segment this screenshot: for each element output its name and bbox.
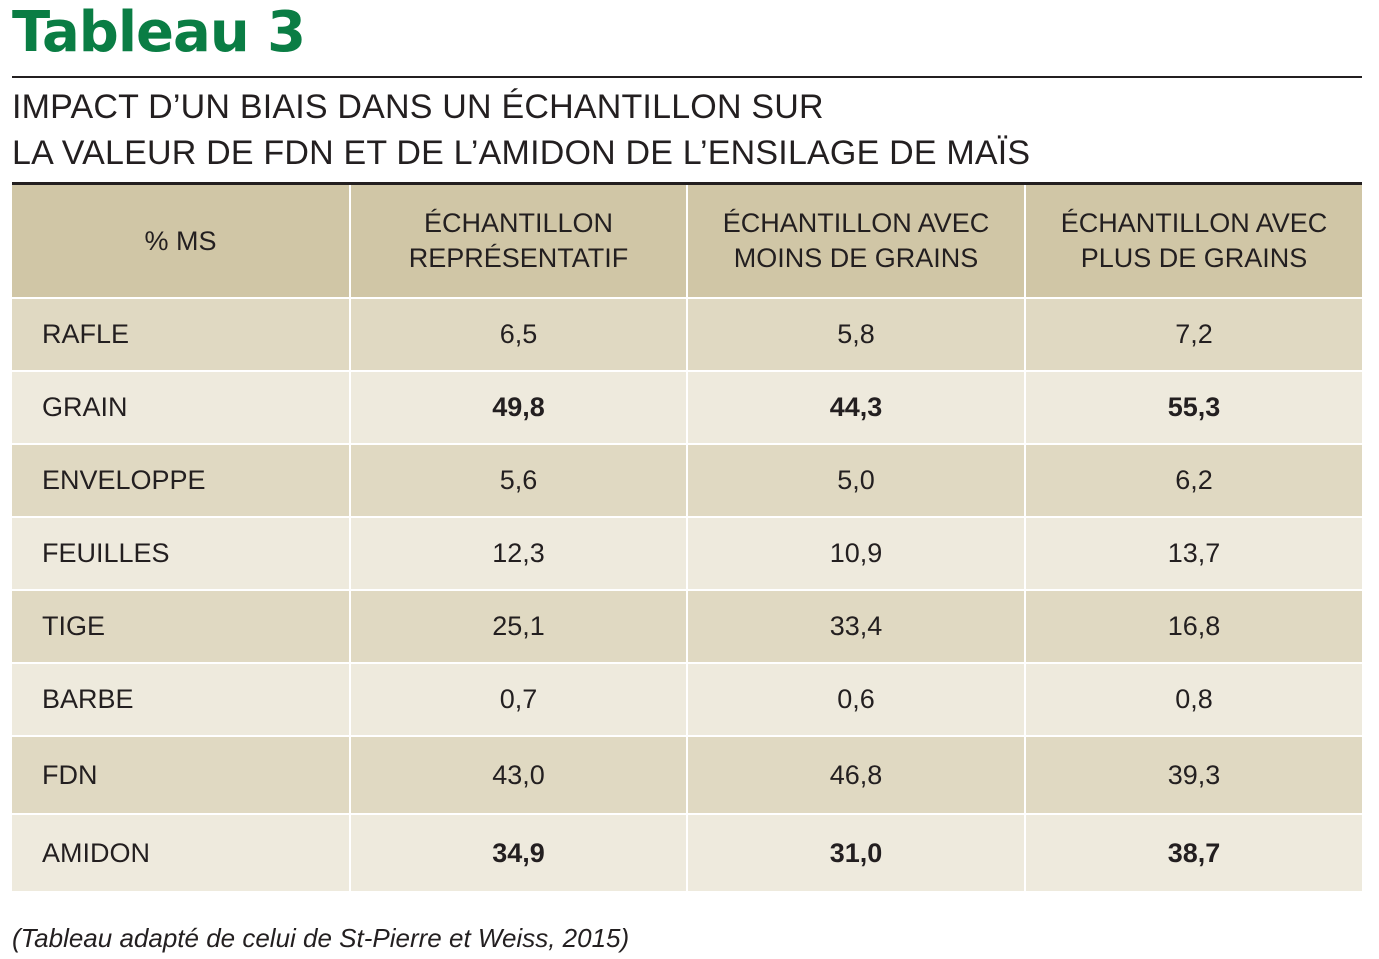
table-cell: 5,6 [349,443,688,518]
table-cell: 6,5 [349,297,688,372]
subtitle-line-2: LA VALEUR DE FDN ET DE L’AMIDON DE L’ENS… [12,134,1031,172]
table-cell: 33,4 [686,589,1026,664]
table-cell: 0,8 [1024,662,1362,737]
header-line: ÉCHANTILLON [423,208,614,238]
table-cell: 6,2 [1024,443,1362,518]
table-cell: 46,8 [686,735,1026,815]
table-row: ENVELOPPE 5,6 5,0 6,2 [12,443,1362,518]
table-cell: 44,3 [686,370,1026,445]
table-cell: 12,3 [349,516,688,591]
table-cell: 31,0 [686,813,1026,891]
table-row: FDN 43,0 46,8 39,3 [12,735,1362,815]
table-cell: 38,7 [1024,813,1362,891]
table-row: BARBE 0,7 0,6 0,8 [12,662,1362,737]
table-cell: 16,8 [1024,589,1362,664]
row-label: AMIDON [12,813,351,891]
table-cell: 5,8 [686,297,1026,372]
header-line: ÉCHANTILLON AVEC [722,208,990,238]
subtitle-line-1: IMPACT D’UN BIAIS DANS UN ÉCHANTILLON SU… [12,88,824,126]
table-cell: 13,7 [1024,516,1362,591]
header-ms-label: % MS [144,225,217,256]
table-row: FEUILLES 12,3 10,9 13,7 [12,516,1362,591]
row-label: RAFLE [12,297,351,372]
table-cell: 0,7 [349,662,688,737]
header-line: ÉCHANTILLON AVEC [1060,208,1328,238]
row-label: TIGE [12,589,351,664]
source-footnote: (Tableau adapté de celui de St-Pierre et… [12,923,630,953]
table-row: AMIDON 34,9 31,0 38,7 [12,813,1362,891]
table-row: RAFLE 6,5 5,8 7,2 [12,297,1362,372]
table-top-rule [12,182,1362,185]
table-cell: 0,6 [686,662,1026,737]
header-line: PLUS DE GRAINS [1080,243,1308,273]
table-cell: 7,2 [1024,297,1362,372]
table-cell: 55,3 [1024,370,1362,445]
table-title: Tableau 3 [12,0,306,65]
table-row: TIGE 25,1 33,4 16,8 [12,589,1362,664]
title-divider [12,76,1362,78]
header-cell-ms: % MS [12,185,351,299]
table-cell: 43,0 [349,735,688,815]
table-cell: 5,0 [686,443,1026,518]
row-label: BARBE [12,662,351,737]
table-subtitle: IMPACT D’UN BIAIS DANS UN ÉCHANTILLON SU… [12,84,1362,176]
table-cell: 39,3 [1024,735,1362,815]
header-line: MOINS DE GRAINS [733,243,979,273]
table-cell: 25,1 [349,589,688,664]
header-cell-plus-grains: ÉCHANTILLON AVEC PLUS DE GRAINS [1024,185,1362,299]
table-header-row: % MS ÉCHANTILLON REPRÉSENTATIF ÉCHANTILL… [12,185,1362,299]
data-table: % MS ÉCHANTILLON REPRÉSENTATIF ÉCHANTILL… [12,185,1362,891]
header-cell-moins-grains: ÉCHANTILLON AVEC MOINS DE GRAINS [686,185,1026,299]
row-label: FEUILLES [12,516,351,591]
table-cell: 10,9 [686,516,1026,591]
header-cell-representatif: ÉCHANTILLON REPRÉSENTATIF [349,185,688,299]
table-cell: 34,9 [349,813,688,891]
row-label: FDN [12,735,351,815]
row-label: GRAIN [12,370,351,445]
table-row: GRAIN 49,8 44,3 55,3 [12,370,1362,445]
header-line: REPRÉSENTATIF [408,243,629,273]
row-label: ENVELOPPE [12,443,351,518]
table-cell: 49,8 [349,370,688,445]
